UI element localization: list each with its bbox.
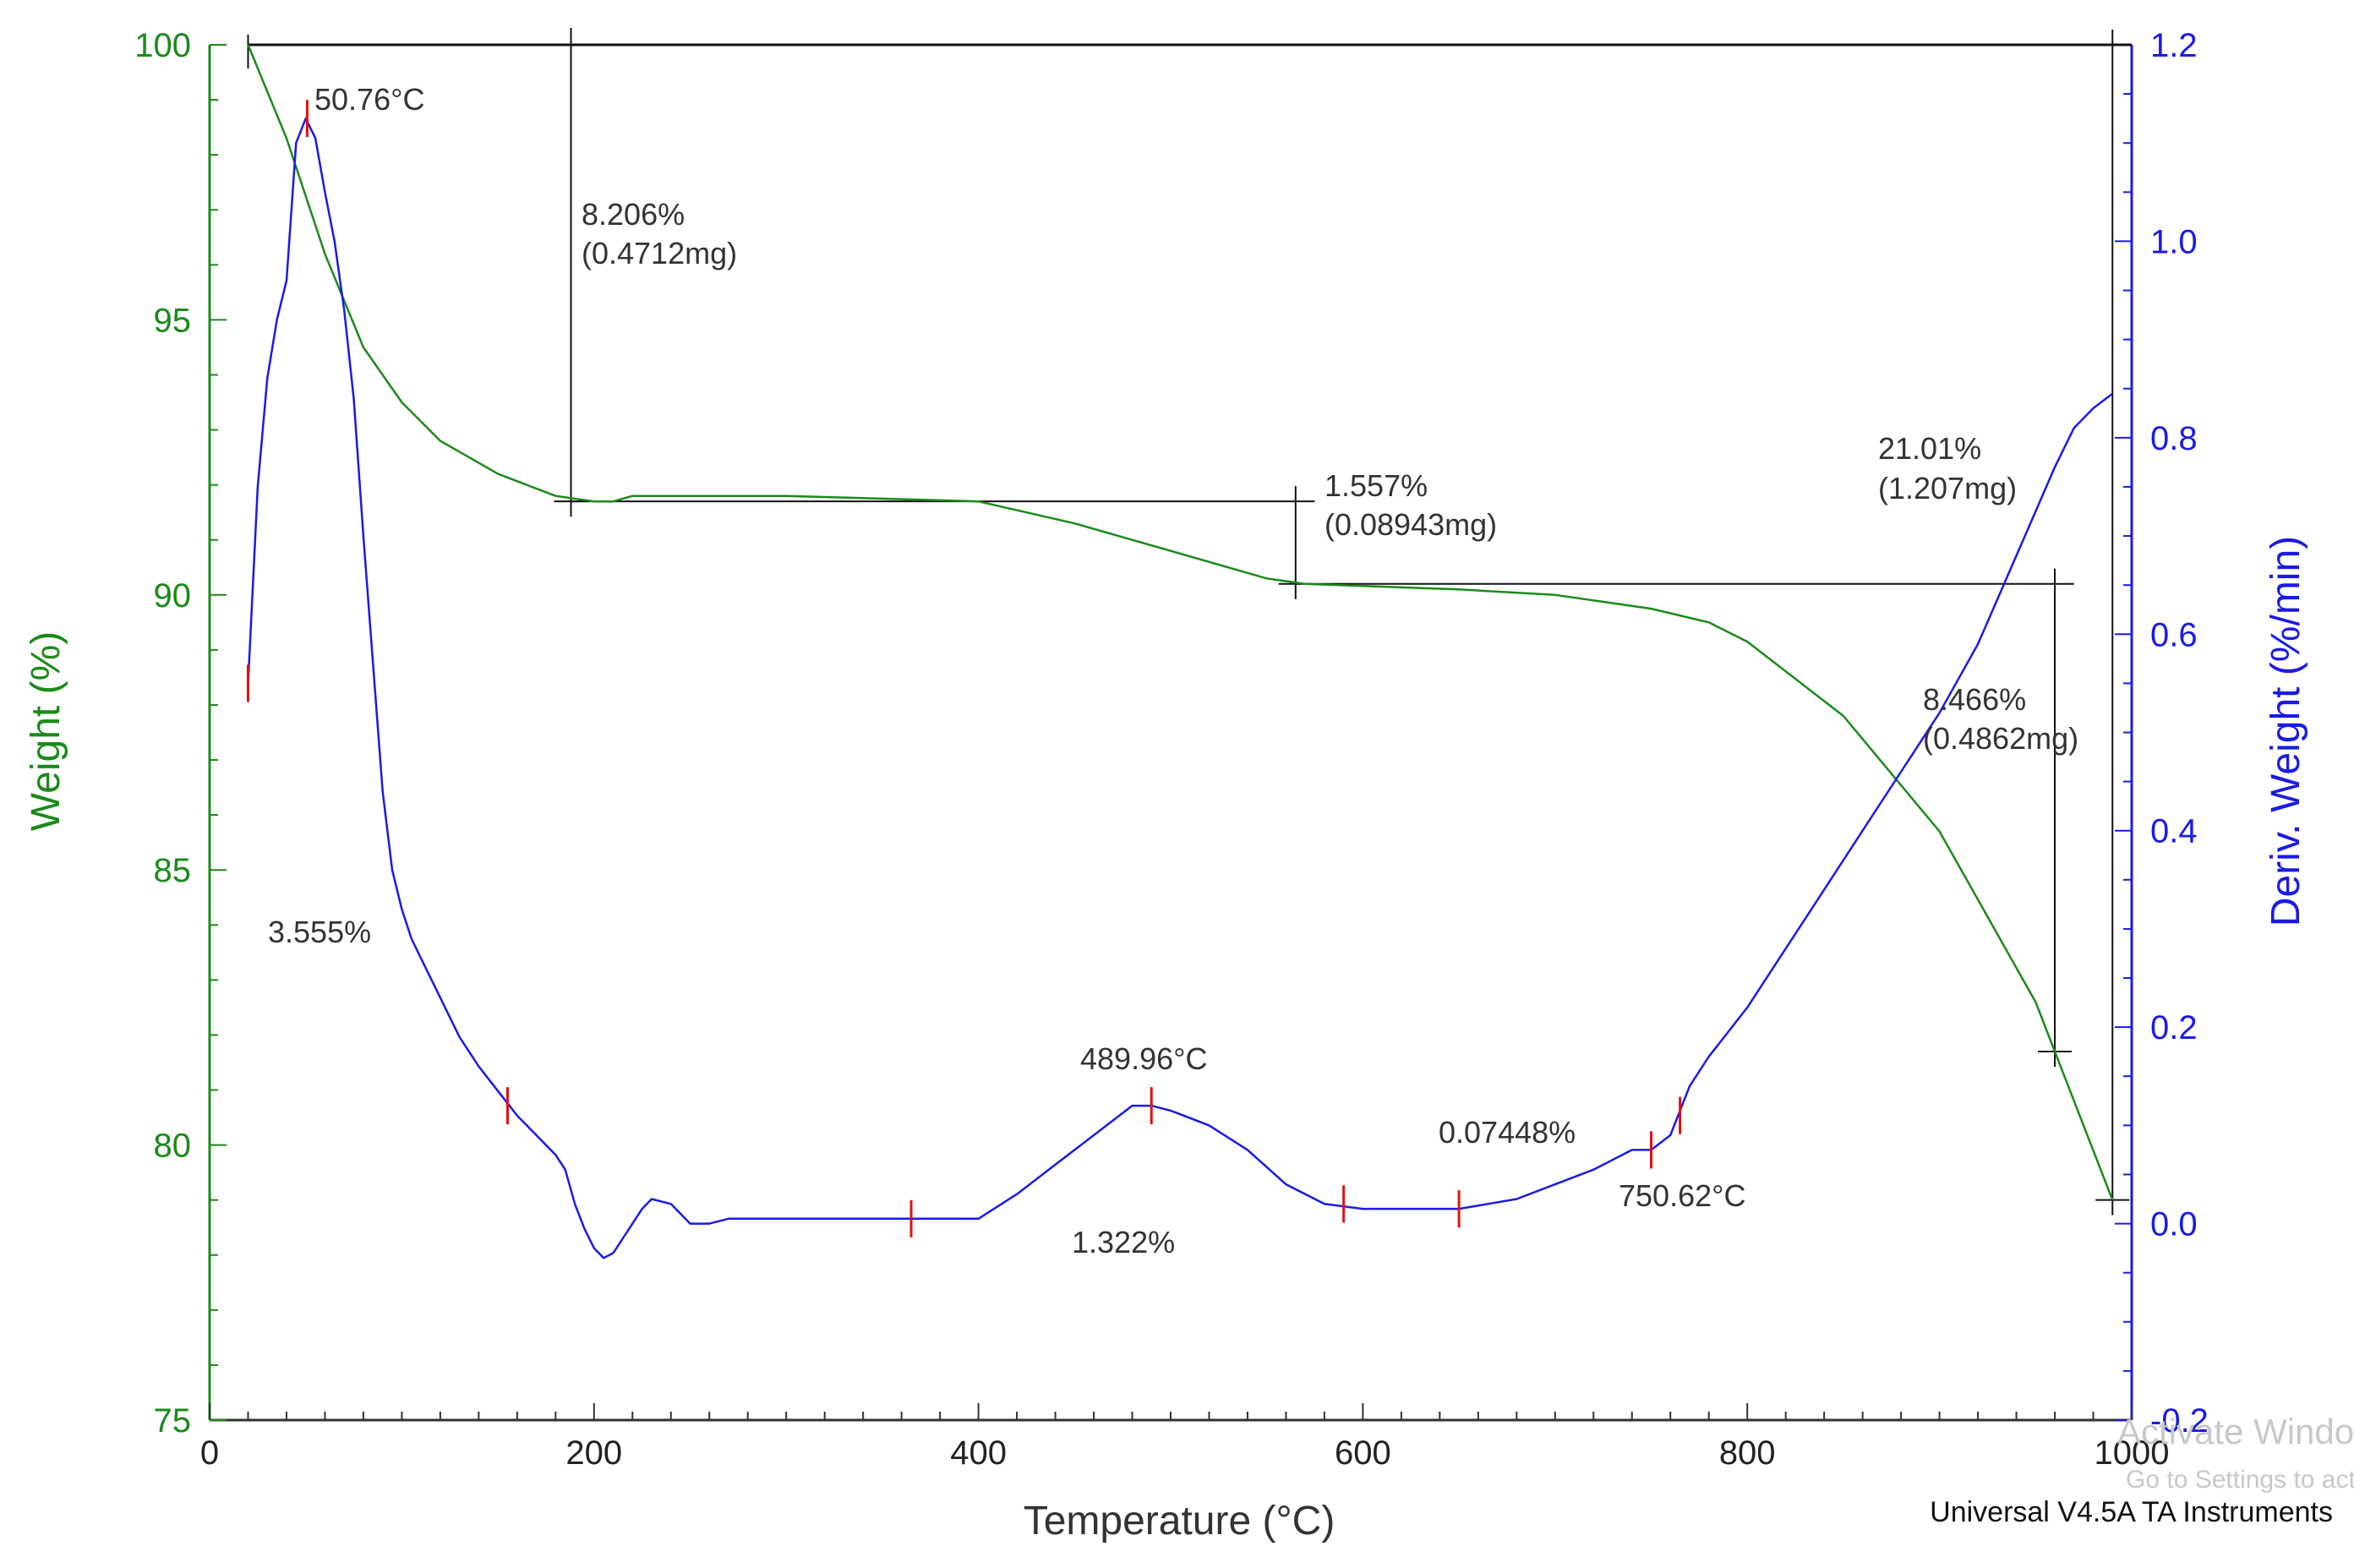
- y-right-tick-label: 1.2: [2150, 27, 2198, 64]
- deriv-series-line: [247, 117, 2114, 1259]
- axes: [208, 45, 2133, 1422]
- watermark-line-2: Go to Settings to activate Windows.: [2126, 1466, 2354, 1494]
- area-label-3: 0.07448%: [1439, 1115, 1576, 1150]
- y-right-axis-title: Deriv. Weight (%/min): [2264, 536, 2308, 926]
- y-right-tick-label: 1.0: [2150, 223, 2198, 260]
- y-left-tick-label: 90: [154, 577, 192, 615]
- weight-series-line: [247, 44, 2114, 1201]
- step-annotations: [247, 28, 2132, 1216]
- y-left-tick-label: 95: [154, 302, 192, 339]
- step-3-mass: (1.207mg): [1878, 471, 2017, 505]
- y-right-tick-label: 0.8: [2150, 420, 2198, 457]
- y-right-tick-label: 0.4: [2150, 813, 2198, 850]
- tick-labels: 0 200 400 600 800 1000 75 80 85 90 95 100 -0.2 0.0 0.2…: [134, 27, 2209, 1472]
- peak-label-1: 50.76°C: [314, 82, 424, 117]
- step-3-percent: 21.01%: [1878, 431, 1981, 466]
- x-axis-title: Temperature (°C): [1024, 1499, 1335, 1543]
- y-right-tick-label: 0.0: [2150, 1206, 2198, 1243]
- x-tick-label: 600: [1335, 1434, 1391, 1472]
- y-right-tick-label: 0.6: [2150, 616, 2198, 653]
- step-1-percent: 8.206%: [582, 197, 685, 232]
- y-left-tick-label: 75: [154, 1402, 192, 1440]
- y-right-tick-label: 0.2: [2150, 1009, 2198, 1046]
- watermark-line-1: Activate Windows: [2117, 1412, 2354, 1451]
- software-footer: Universal V4.5A TA Instruments: [1930, 1496, 2333, 1528]
- step-2-mass: (0.08943mg): [1324, 507, 1497, 542]
- peak-label-3: 750.62°C: [1619, 1178, 1746, 1213]
- area-label-2: 1.322%: [1072, 1225, 1175, 1259]
- x-tick-label: 1000: [2095, 1434, 2170, 1472]
- area-label-1: 3.555%: [268, 915, 371, 949]
- step-2-percent: 1.557%: [1324, 468, 1428, 503]
- step-4-mass: (0.4862mg): [1923, 721, 2078, 756]
- peak-markers: [246, 100, 1682, 1237]
- x-tick-label: 0: [200, 1434, 219, 1472]
- y-left-tick-label: 100: [134, 27, 191, 64]
- series-layer: [247, 44, 2114, 1259]
- y-right-tick-label: -0.2: [2150, 1402, 2209, 1440]
- peak-label-2: 489.96°C: [1080, 1041, 1208, 1076]
- x-tick-label: 400: [950, 1434, 1007, 1472]
- step-1-mass: (0.4712mg): [582, 236, 737, 270]
- y-left-tick-label: 85: [154, 852, 192, 889]
- x-tick-label: 800: [1719, 1434, 1776, 1472]
- axis-ticks: [209, 44, 2133, 1421]
- x-tick-label: 200: [565, 1434, 622, 1472]
- y-left-tick-label: 80: [154, 1128, 192, 1165]
- step-4-percent: 8.466%: [1923, 682, 2026, 717]
- y-left-axis-title: Weight (%): [24, 631, 68, 832]
